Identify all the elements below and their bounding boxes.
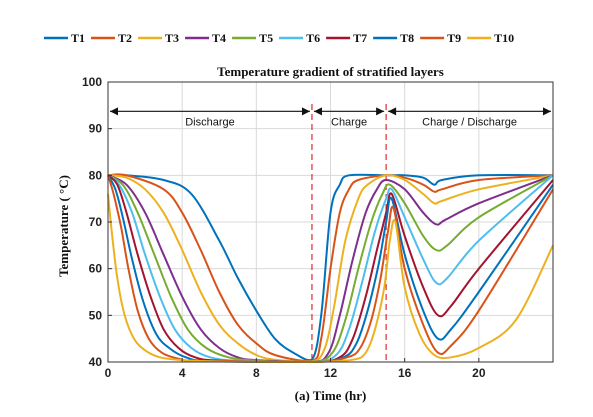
annotation-arrowhead-right xyxy=(376,107,385,116)
phase-dividers xyxy=(311,104,387,362)
legend-item-t6: T6 xyxy=(279,31,320,45)
legend-label: T8 xyxy=(400,31,414,45)
legend-label: T7 xyxy=(353,31,367,45)
x-tick-label: 0 xyxy=(105,366,112,380)
legend-item-t3: T3 xyxy=(138,31,179,45)
x-tick-label: 16 xyxy=(398,366,412,380)
x-tick-label: 20 xyxy=(472,366,486,380)
y-tick-label: 50 xyxy=(89,308,103,322)
y-tick-label: 100 xyxy=(82,75,102,89)
legend: T1 T2 T3 T4 T5 T6 T7 T8 T9 T10 xyxy=(44,31,514,45)
y-tick-label: 90 xyxy=(89,122,103,136)
series-line-t8 xyxy=(107,174,554,363)
annotation-label: Discharge xyxy=(185,116,235,128)
annotation-label: Charge / Discharge xyxy=(422,116,517,128)
y-tick-label: 70 xyxy=(89,215,103,229)
legend-item-t1: T1 xyxy=(44,31,85,45)
legend-label: T6 xyxy=(306,31,320,45)
y-axis-ticks: 40 50 60 70 80 90 100 xyxy=(82,75,112,369)
legend-item-t8: T8 xyxy=(373,31,414,45)
legend-item-t9: T9 xyxy=(420,31,461,45)
series-line-t2 xyxy=(107,173,554,363)
legend-label: T9 xyxy=(447,31,461,45)
x-axis-ticks: 0 4 8 12 16 20 xyxy=(105,358,486,380)
legend-label: T2 xyxy=(118,31,132,45)
series-line-t6 xyxy=(107,174,554,363)
annotation-arrowhead-left xyxy=(388,107,397,116)
legend-label: T3 xyxy=(165,31,179,45)
annotation-label: Charge xyxy=(331,116,367,128)
series-line-t10 xyxy=(107,193,554,363)
y-tick-label: 60 xyxy=(89,262,103,276)
legend-label: T5 xyxy=(259,31,273,45)
phase-annotations: Discharge Charge Charge / Discharge xyxy=(110,107,551,128)
annotation-arrowhead-left xyxy=(313,107,322,116)
legend-label: T10 xyxy=(494,31,514,45)
series-lines xyxy=(107,173,554,363)
series-line-t3 xyxy=(107,174,554,363)
series-line-t1 xyxy=(107,173,554,362)
x-tick-label: 8 xyxy=(253,366,260,380)
y-tick-label: 80 xyxy=(89,168,103,182)
legend-label: T4 xyxy=(212,31,226,45)
legend-item-t4: T4 xyxy=(185,31,226,45)
series-line-t4 xyxy=(107,174,554,363)
legend-item-t10: T10 xyxy=(467,31,514,45)
x-tick-label: 4 xyxy=(179,366,186,380)
chart-title: Temperature gradient of stratified layer… xyxy=(217,64,444,79)
y-tick-label: 40 xyxy=(89,355,103,369)
legend-item-t7: T7 xyxy=(326,31,367,45)
y-axis-label: Temperature ( °C) xyxy=(56,175,71,277)
series-line-t9 xyxy=(107,175,554,363)
x-tick-label: 12 xyxy=(324,366,338,380)
legend-item-t5: T5 xyxy=(232,31,273,45)
annotation-arrowhead-right xyxy=(543,107,551,116)
x-axis-label: (a) Time (hr) xyxy=(295,388,367,403)
series-line-t5 xyxy=(107,174,554,363)
series-line-t7 xyxy=(107,174,554,363)
annotation-arrowhead-left xyxy=(110,107,118,116)
legend-label: T1 xyxy=(71,31,85,45)
legend-item-t2: T2 xyxy=(91,31,132,45)
annotation-arrowhead-right xyxy=(301,107,310,116)
